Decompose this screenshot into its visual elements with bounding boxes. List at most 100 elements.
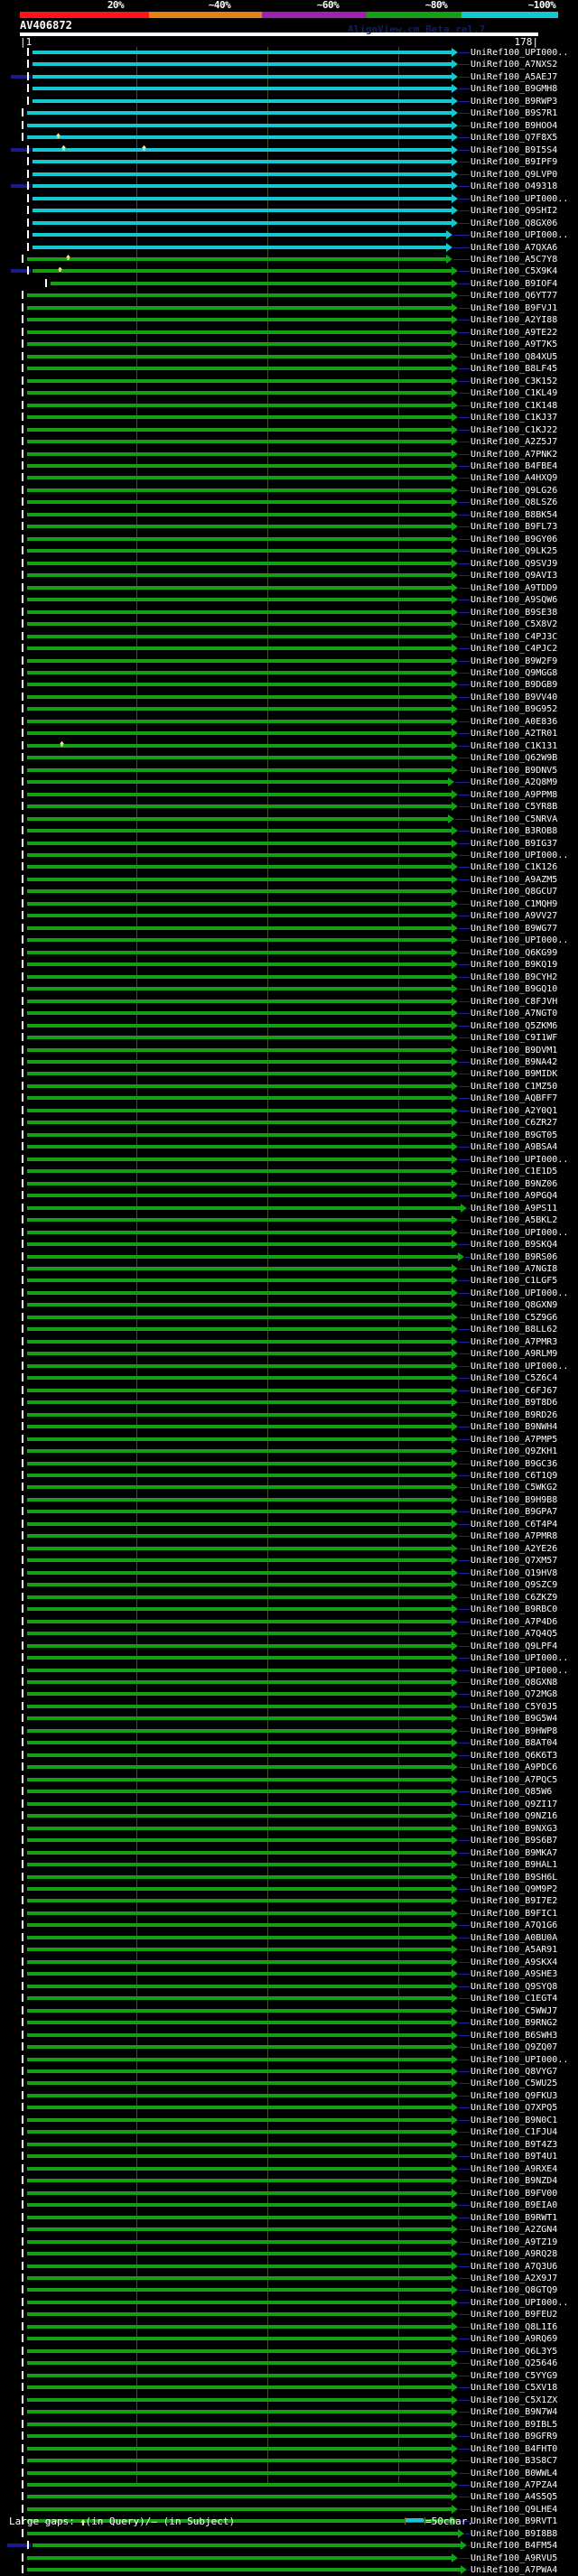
alignment-row[interactable]: UniRef100_UPI000.. — [0, 47, 578, 59]
hit-label[interactable]: UniRef100_B9I7E2 — [471, 1896, 558, 1907]
hsp-bar[interactable] — [27, 2093, 452, 2097]
hsp-bar[interactable] — [27, 1510, 452, 1514]
hsp-bar[interactable] — [27, 2081, 452, 2086]
hsp-bar[interactable] — [27, 1497, 452, 1502]
hit-label[interactable]: UniRef100_C5Z9G6 — [471, 1312, 558, 1323]
hsp-bar[interactable] — [27, 123, 452, 127]
alignment-row[interactable]: UniRef100_B9FEU2 — [0, 2309, 578, 2320]
hsp-bar[interactable] — [27, 293, 452, 298]
hsp-bar[interactable] — [27, 330, 452, 334]
hit-label[interactable]: UniRef100_UPI000.. — [471, 2297, 569, 2308]
hit-label[interactable]: UniRef100_B9T8D6 — [471, 1398, 558, 1409]
hsp-bar[interactable] — [27, 1254, 458, 1259]
alignment-row[interactable]: UniRef100_A7NXS2 — [0, 59, 578, 70]
hit-label[interactable]: UniRef100_Q8GXN8 — [471, 1677, 558, 1688]
alignment-row[interactable]: UniRef100_A2ZGN4 — [0, 2224, 578, 2236]
hit-label[interactable]: UniRef100_A9PDC6 — [471, 1762, 558, 1773]
alignment-row[interactable]: UniRef100_B9VV40 — [0, 692, 578, 703]
hit-label[interactable]: UniRef100_A5AR91 — [471, 1945, 558, 1956]
alignment-row[interactable]: UniRef100_A4S5Q5 — [0, 2491, 578, 2503]
hit-label[interactable]: UniRef100_B8AT04 — [471, 1738, 558, 1749]
alignment-row[interactable]: UniRef100_A9RVU5 — [0, 2553, 578, 2564]
alignment-row[interactable]: UniRef100_Q9LK25 — [0, 545, 578, 557]
alignment-row[interactable]: UniRef100_B4FBE4 — [0, 460, 578, 472]
hsp-bar[interactable] — [27, 2470, 452, 2475]
alignment-row[interactable]: UniRef100_C1KJ37 — [0, 412, 578, 423]
alignment-row[interactable]: UniRef100_A5BKL2 — [0, 1214, 578, 1226]
hsp-bar[interactable] — [33, 87, 452, 91]
hsp-bar[interactable] — [27, 1425, 452, 1429]
hsp-bar[interactable] — [27, 938, 452, 943]
alignment-row[interactable]: UniRef100_A7NGI8 — [0, 1263, 578, 1275]
hit-label[interactable]: UniRef100_C5WU25 — [471, 2078, 558, 2089]
alignment-row[interactable]: UniRef100_Q7F8X5 — [0, 132, 578, 144]
hsp-bar[interactable] — [33, 233, 446, 237]
alignment-row[interactable]: UniRef100_B9MKA7 — [0, 1847, 578, 1859]
alignment-row[interactable]: UniRef100_B9WG77 — [0, 923, 578, 935]
hit-label[interactable]: UniRef100_Q7F8X5 — [471, 133, 558, 144]
hsp-bar[interactable] — [27, 1546, 452, 1550]
alignment-row[interactable]: UniRef100_C5WWJ7 — [0, 2005, 578, 2017]
hsp-bar[interactable] — [27, 2008, 452, 2013]
alignment-row[interactable]: UniRef100_C5YYG9 — [0, 2370, 578, 2382]
hit-label[interactable]: UniRef100_A7QXA6 — [471, 242, 558, 253]
alignment-row[interactable]: UniRef100_UPI000.. — [0, 1652, 578, 1664]
hsp-bar[interactable] — [27, 2203, 452, 2208]
hit-label[interactable]: UniRef100_B9FIC1 — [471, 1908, 558, 1919]
hit-label[interactable]: UniRef100_A7Q1G6 — [471, 1920, 558, 1931]
hsp-bar[interactable] — [27, 1267, 452, 1270]
alignment-row[interactable]: UniRef100_B9HOO4 — [0, 120, 578, 132]
alignment-row[interactable]: UniRef100_B9EIA0 — [0, 2199, 578, 2211]
hsp-bar[interactable] — [27, 646, 452, 651]
hsp-bar[interactable] — [27, 1230, 452, 1234]
hit-label[interactable]: UniRef100_A7Q3U6 — [471, 2261, 558, 2272]
alignment-row[interactable]: UniRef100_UPI000.. — [0, 1288, 578, 1299]
hsp-bar[interactable] — [27, 1011, 452, 1016]
hit-label[interactable]: UniRef100_Q8GCU7 — [471, 887, 558, 897]
hsp-bar[interactable] — [27, 1741, 452, 1745]
alignment-row[interactable]: UniRef100_B9GMH8 — [0, 83, 578, 95]
hsp-bar[interactable] — [27, 1047, 452, 1052]
alignment-row[interactable]: UniRef100_B8LL62 — [0, 1324, 578, 1335]
alignment-row[interactable]: UniRef100_C3K152 — [0, 376, 578, 387]
hit-label[interactable]: UniRef100_A0BU0A — [471, 1932, 558, 1943]
hit-label[interactable]: UniRef100_B9IBL5 — [471, 2419, 558, 2430]
alignment-row[interactable]: UniRef100_B9W2F9 — [0, 656, 578, 667]
hit-label[interactable]: UniRef100_A9SHE3 — [471, 1969, 558, 1980]
hsp-bar[interactable] — [27, 2179, 452, 2183]
hsp-bar[interactable] — [27, 1218, 452, 1223]
hsp-bar[interactable] — [27, 2130, 452, 2134]
alignment-row[interactable]: UniRef100_B9FV00 — [0, 2188, 578, 2199]
alignment-row[interactable]: UniRef100_C1KJ22 — [0, 424, 578, 436]
alignment-row[interactable]: UniRef100_B9SH6L — [0, 1872, 578, 1883]
alignment-row[interactable]: UniRef100_C5X1ZX — [0, 2395, 578, 2406]
hsp-bar[interactable] — [27, 2555, 452, 2560]
alignment-row[interactable]: UniRef100_Q8GTQ9 — [0, 2284, 578, 2296]
alignment-row[interactable]: UniRef100_A7QXA6 — [0, 242, 578, 254]
hit-label[interactable]: UniRef100_B9S6B7 — [471, 1836, 558, 1846]
hit-label[interactable]: UniRef100_Q9LK25 — [471, 546, 558, 557]
hit-label[interactable]: UniRef100_Q6L3Y5 — [471, 2346, 558, 2357]
hit-label[interactable]: UniRef100_A9PGQ4 — [471, 1191, 558, 1202]
alignment-row[interactable]: UniRef100_C1K131 — [0, 740, 578, 752]
hsp-bar[interactable] — [27, 2312, 452, 2317]
hsp-bar[interactable] — [27, 1948, 452, 1952]
hit-label[interactable]: UniRef100_B9G952 — [471, 704, 558, 715]
hsp-bar[interactable] — [27, 2239, 452, 2244]
hsp-bar[interactable] — [27, 1777, 452, 1781]
hsp-bar[interactable] — [27, 1534, 452, 1539]
hsp-bar[interactable] — [27, 1753, 452, 1757]
hit-label[interactable]: UniRef100_B4FBE4 — [471, 460, 558, 471]
hit-label[interactable]: UniRef100_A4S5Q5 — [471, 2492, 558, 2503]
hit-label[interactable]: UniRef100_Q84XU5 — [471, 351, 558, 362]
hit-label[interactable]: UniRef100_B6SWH3 — [471, 2030, 558, 2041]
hit-label[interactable]: UniRef100_C5X1ZX — [471, 2395, 558, 2405]
alignment-row[interactable]: UniRef100_Q9SZC9 — [0, 1579, 578, 1591]
alignment-row[interactable]: UniRef100_A9AZM5 — [0, 874, 578, 886]
hsp-bar[interactable] — [33, 269, 452, 274]
alignment-row[interactable]: UniRef100_UPI000.. — [0, 935, 578, 946]
hit-label[interactable]: UniRef100_C1LGF5 — [471, 1276, 558, 1287]
hit-label[interactable]: UniRef100_B4FHT0 — [471, 2443, 558, 2454]
hit-label[interactable]: UniRef100_C5XV18 — [471, 2383, 558, 2394]
hsp-bar[interactable] — [27, 1923, 452, 1928]
